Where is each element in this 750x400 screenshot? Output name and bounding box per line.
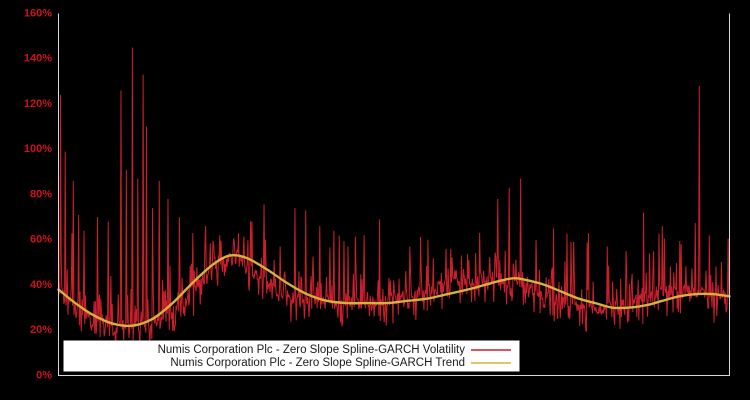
plot-border (58, 13, 730, 376)
y-axis-tick-label: 40% (30, 279, 52, 291)
trend-series-line (57, 253, 731, 328)
y-axis-tick-labels: 0% 20% 40% 60% 80% 100% 120% 140% 160% (24, 7, 52, 381)
y-axis-tick-label: 60% (30, 234, 52, 246)
legend-label: Numis Corporation Plc - Zero Slope Splin… (158, 344, 466, 356)
data-series-layer (57, 47, 731, 349)
legend-label: Numis Corporation Plc - Zero Slope Splin… (170, 357, 465, 369)
y-axis-tick-label: 100% (24, 143, 52, 155)
chart-legend: Numis Corporation Plc - Zero Slope Splin… (63, 340, 520, 372)
y-axis-tick-label: 80% (30, 188, 52, 200)
y-axis-tick-label: 120% (24, 98, 52, 110)
axis-frame (58, 13, 730, 376)
y-axis-tick-label: 140% (24, 53, 52, 65)
y-axis-tick-label: 160% (24, 7, 52, 19)
legend-background (63, 340, 520, 372)
y-axis-tick-label: 0% (36, 369, 52, 381)
y-axis-tick-label: 20% (30, 324, 52, 336)
